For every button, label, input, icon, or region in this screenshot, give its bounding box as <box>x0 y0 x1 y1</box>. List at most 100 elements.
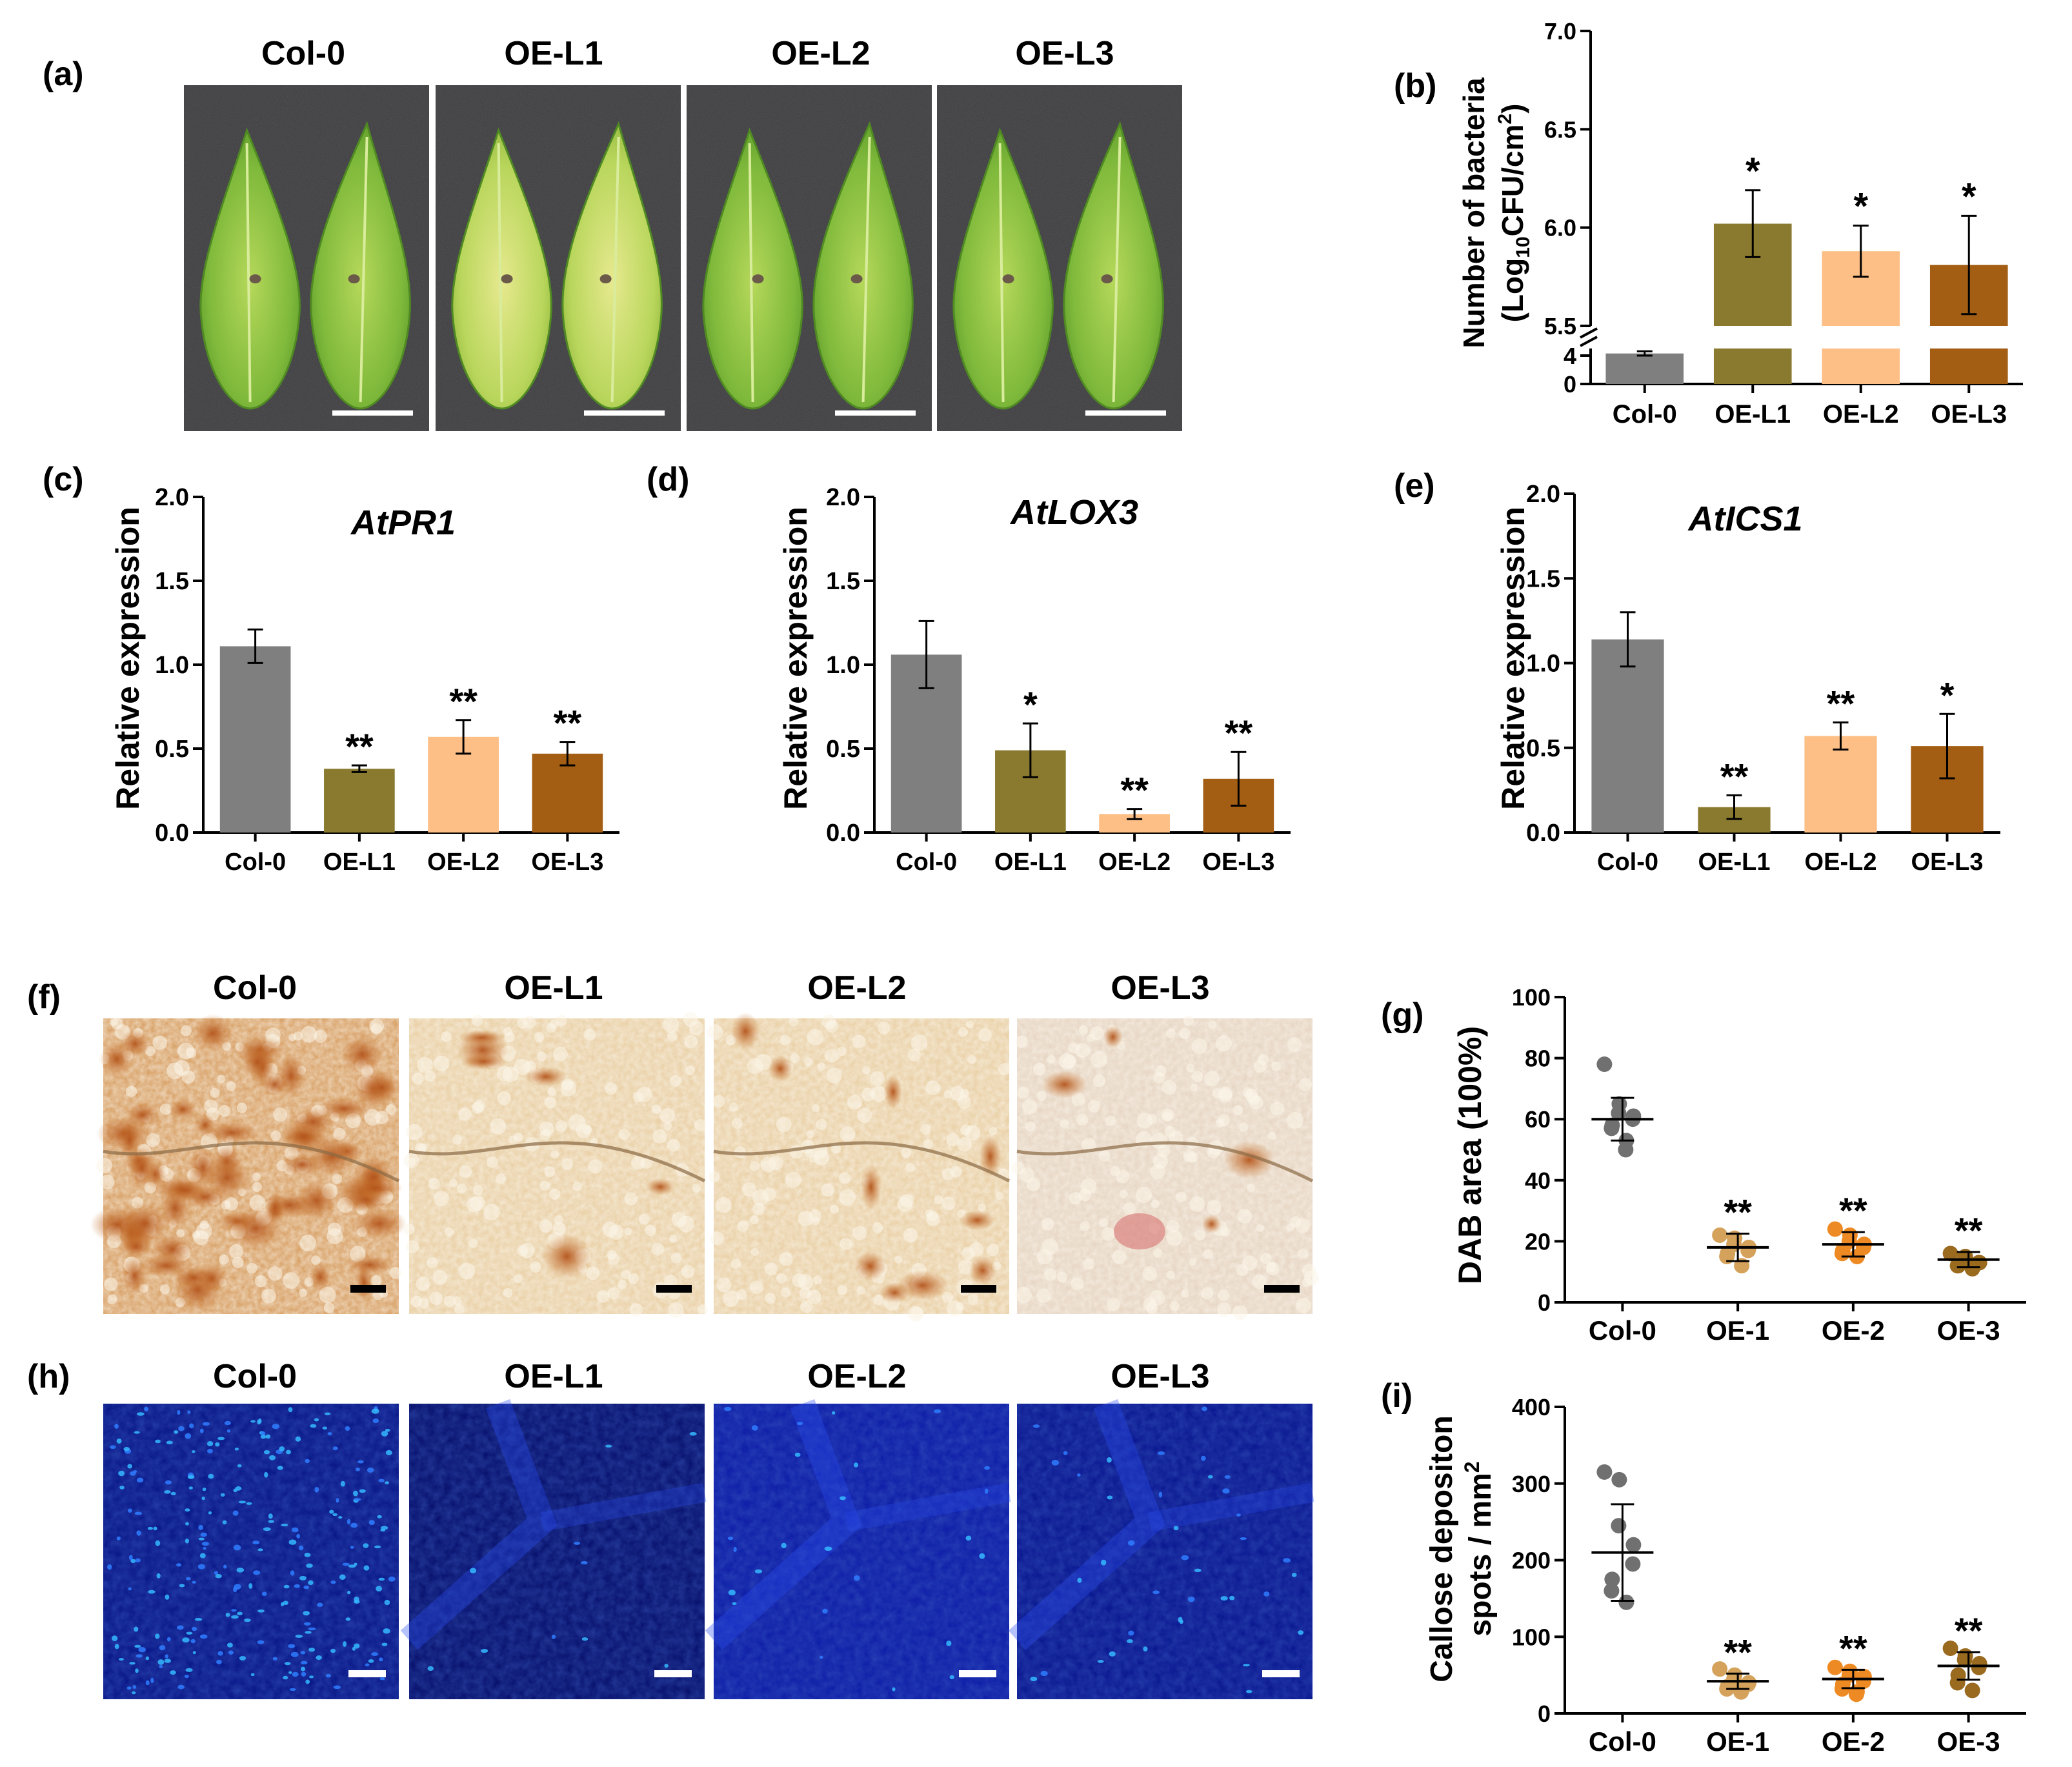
photo-grain <box>1017 1404 1313 1699</box>
cell <box>663 1275 678 1289</box>
callose-spot <box>224 1420 231 1426</box>
callose-spot <box>237 1611 243 1615</box>
callose-spot <box>1109 1651 1116 1657</box>
cell <box>406 1124 423 1140</box>
cell <box>217 1075 226 1084</box>
chart-atics1: AtICS1 Relative expression 2.0 1.5 1.0 0.5 0… <box>1495 481 2000 876</box>
cell <box>472 1184 484 1196</box>
y-tick-label: 0 <box>1538 1701 1551 1727</box>
cell <box>534 1032 545 1042</box>
cell <box>995 1191 1004 1200</box>
cell <box>950 1166 962 1178</box>
callose-spot <box>138 1646 146 1653</box>
callose-spot <box>147 1526 153 1530</box>
cell <box>678 1215 695 1233</box>
significance-mark: ** <box>1724 1631 1752 1672</box>
cell <box>734 1146 747 1158</box>
cell <box>473 1100 485 1113</box>
cell <box>1091 1051 1107 1068</box>
dab-photo <box>707 1012 1011 1322</box>
callose-spot <box>268 1520 275 1523</box>
callose-spot <box>261 1591 267 1597</box>
significance-mark: ** <box>1955 1210 1983 1251</box>
dab-stain <box>295 1179 338 1222</box>
callose-spot <box>179 1584 185 1588</box>
cell <box>926 1212 940 1226</box>
callose-spot <box>295 1634 303 1639</box>
cell <box>487 1156 498 1168</box>
cell <box>907 1048 921 1062</box>
cell <box>669 1075 681 1087</box>
cell <box>1252 1274 1267 1289</box>
callose-spot <box>379 1657 383 1662</box>
callose-spot <box>381 1431 388 1437</box>
cell <box>697 1304 708 1315</box>
leaf-vein <box>103 1141 400 1183</box>
callose-spot <box>145 1656 150 1661</box>
y-tick-label: 80 <box>1525 1045 1551 1072</box>
cell <box>1217 1302 1232 1317</box>
callose-spot <box>118 1658 124 1661</box>
cell <box>1247 1184 1256 1193</box>
cell <box>427 1257 438 1269</box>
callose-spot <box>732 1602 737 1606</box>
cell <box>1169 1301 1180 1311</box>
cell <box>989 1126 998 1136</box>
callose-spot <box>1207 1475 1213 1479</box>
callose-spot <box>248 1582 253 1589</box>
callose-spot <box>283 1584 290 1589</box>
chart-bacteria-count: Number of bacteria (Log10CFU/cm2) 7.0 6.5… <box>1457 18 2023 429</box>
cell <box>946 1133 960 1147</box>
cell <box>667 1031 678 1042</box>
data-point <box>1712 1227 1728 1243</box>
callose-spot <box>1236 1513 1241 1517</box>
bar <box>1605 353 1684 384</box>
callose-spot <box>378 1479 385 1482</box>
panel-label-i: (i) <box>1381 1377 1413 1415</box>
cell <box>1151 1199 1160 1209</box>
callose-spot <box>1187 1596 1195 1602</box>
fluorescence-photo <box>103 1404 399 1699</box>
cell <box>803 1057 813 1067</box>
cell <box>923 1139 934 1150</box>
cell <box>125 1085 137 1097</box>
cell <box>428 1177 440 1190</box>
data-point <box>1964 1260 1980 1277</box>
panel-label-h: (h) <box>27 1358 70 1395</box>
callose-spot <box>330 1648 336 1653</box>
scale-bar <box>350 1285 386 1293</box>
cell <box>1237 1208 1252 1224</box>
y-tick-label: 1.5 <box>155 568 189 595</box>
callose-spot <box>934 1409 941 1413</box>
cell <box>550 1150 559 1159</box>
cell <box>752 1189 769 1206</box>
significance-mark: ** <box>1720 756 1749 796</box>
y-tick-label: 0.0 <box>1526 820 1560 847</box>
callose-spot <box>114 1424 119 1429</box>
y-tick-label: 60 <box>1525 1106 1551 1133</box>
callose-spot <box>237 1464 242 1468</box>
y-tick-label: 0.0 <box>155 820 189 847</box>
callose-spot <box>1240 1537 1247 1540</box>
cell <box>967 1293 979 1306</box>
cell <box>604 1082 618 1095</box>
callose-spot <box>332 1513 338 1517</box>
callose-spot <box>303 1585 310 1590</box>
x-tick-label: Col-0 <box>1613 400 1677 429</box>
callose-spot <box>376 1586 383 1592</box>
cell <box>514 1274 523 1283</box>
callose-spot <box>308 1675 314 1679</box>
cell <box>1071 1277 1084 1291</box>
cell <box>1257 1054 1269 1065</box>
callose-spot <box>220 1493 225 1497</box>
cell <box>1267 1131 1276 1140</box>
cell <box>555 1120 568 1133</box>
bar <box>219 646 291 833</box>
callose-spot <box>345 1426 350 1431</box>
callose-spot <box>132 1685 137 1690</box>
cell <box>1047 1055 1056 1064</box>
data-point <box>1848 1686 1864 1702</box>
cell <box>1092 1074 1106 1087</box>
callose-spot <box>1263 1591 1270 1597</box>
dab-stain <box>266 1192 285 1222</box>
